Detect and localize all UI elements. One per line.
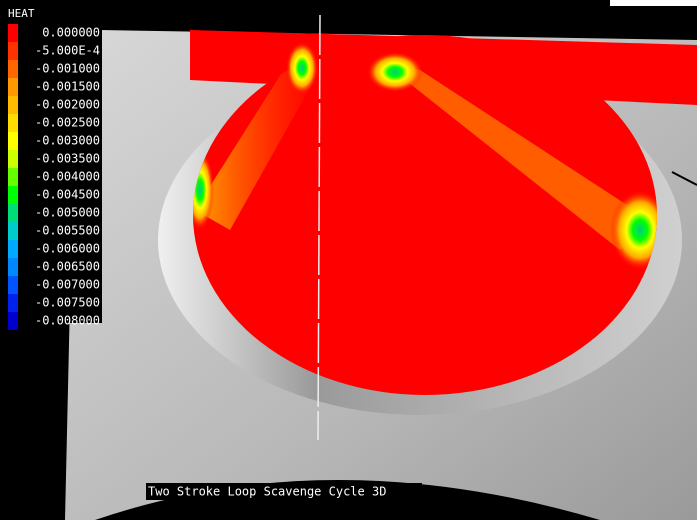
legend-label: -0.001500 [35, 80, 100, 94]
legend-label: -0.002000 [35, 98, 100, 112]
legend-label: -0.005000 [35, 206, 100, 220]
legend-swatch [8, 186, 18, 204]
legend-swatch [8, 96, 18, 114]
legend-swatch [8, 60, 18, 78]
legend-label: -0.006000 [35, 242, 100, 256]
legend-swatch [8, 312, 18, 330]
legend-swatch [8, 204, 18, 222]
legend-swatch [8, 240, 18, 258]
legend-swatch [8, 276, 18, 294]
legend-label: -5.000E-4 [35, 44, 100, 58]
legend-swatch [8, 114, 18, 132]
legend-swatch [8, 222, 18, 240]
legend-swatch [8, 150, 18, 168]
legend-label: 0.000000 [42, 26, 100, 40]
legend-title: HEAT [8, 7, 35, 20]
legend-label: -0.001000 [35, 62, 100, 76]
legend-swatch [8, 168, 18, 186]
legend-label: -0.007000 [35, 278, 100, 292]
legend-label: -0.004000 [35, 170, 100, 184]
legend-label: -0.003000 [35, 134, 100, 148]
legend-swatch [8, 42, 18, 60]
legend-label: -0.004500 [35, 188, 100, 202]
legend-label: -0.005500 [35, 224, 100, 238]
legend-label: -0.008000 [35, 314, 100, 328]
viewport: HEAT Two Stroke Loop Scavenge Cycle 3D 0… [0, 0, 697, 520]
legend-swatch [8, 78, 18, 96]
legend-swatch [8, 258, 18, 276]
legend-swatch [8, 132, 18, 150]
legend-label: -0.006500 [35, 260, 100, 274]
legend-swatch [8, 24, 18, 42]
legend-label: -0.003500 [35, 152, 100, 166]
legend-label: -0.007500 [35, 296, 100, 310]
hot-spot [286, 42, 318, 94]
legend-swatch [8, 294, 18, 312]
caption: Two Stroke Loop Scavenge Cycle 3D [148, 485, 386, 499]
window-edge [610, 0, 697, 6]
legend-label: -0.002500 [35, 116, 100, 130]
hot-spot [367, 52, 423, 92]
